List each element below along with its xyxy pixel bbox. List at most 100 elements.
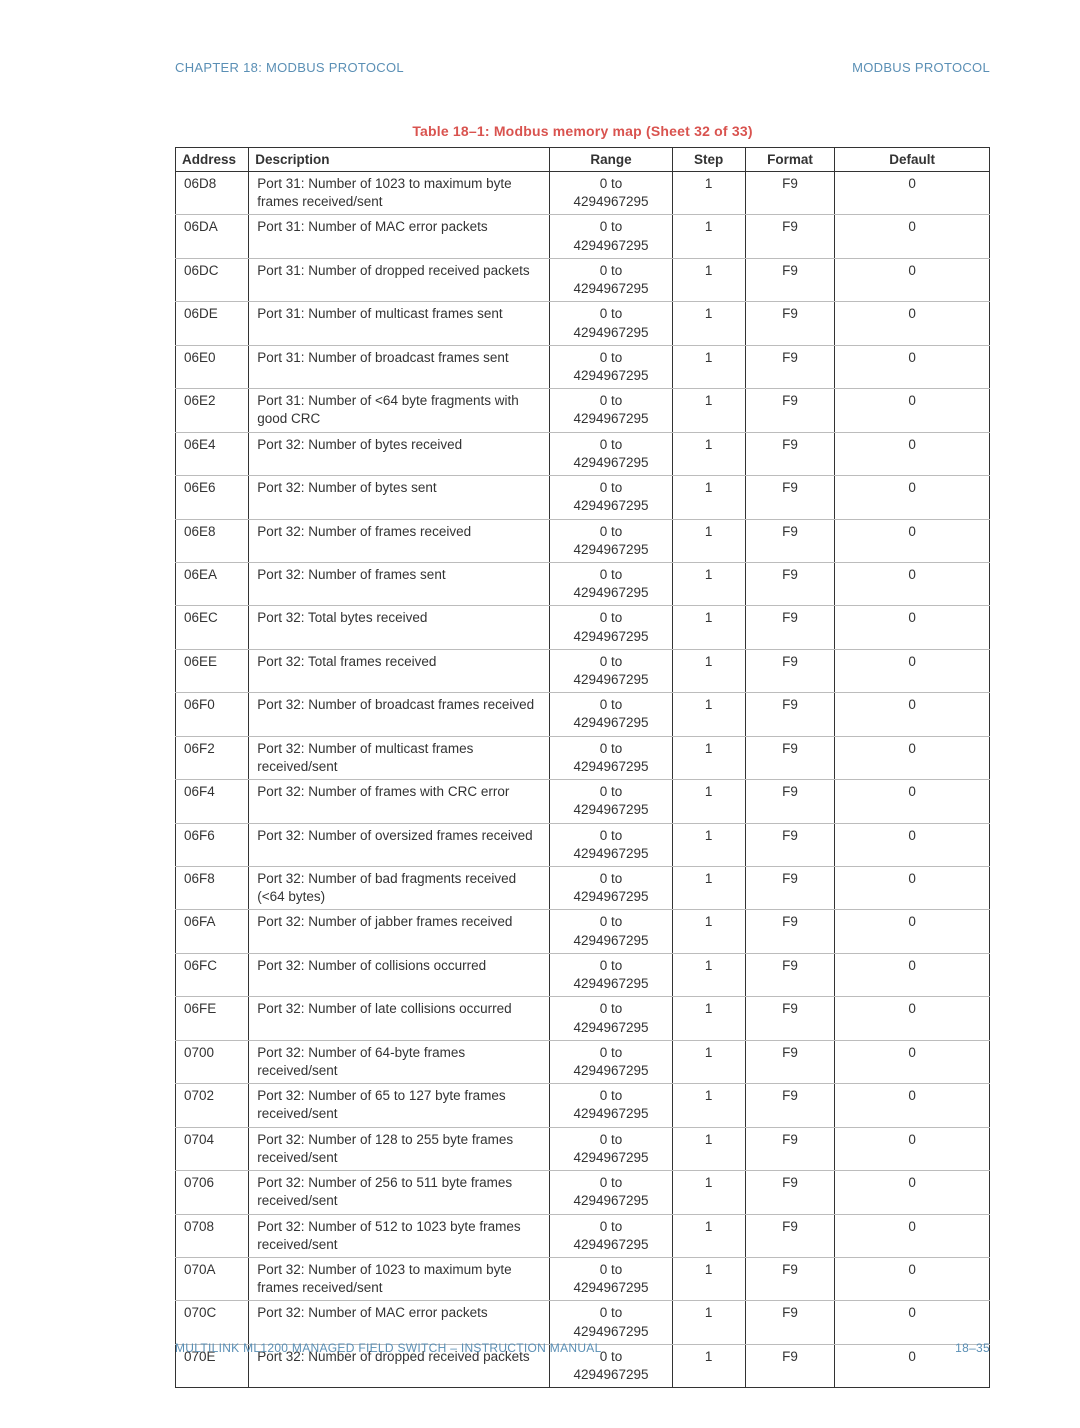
- cell-default: 0: [835, 780, 990, 823]
- cell-step: 1: [672, 432, 745, 475]
- cell-range: 0 to 4294967295: [550, 693, 672, 736]
- cell-step: 1: [672, 997, 745, 1040]
- cell-description: Port 32: Number of frames sent: [249, 562, 550, 605]
- table-row: 06F4Port 32: Number of frames with CRC e…: [176, 780, 990, 823]
- cell-format: F9: [745, 389, 835, 432]
- cell-address: 06E8: [176, 519, 249, 562]
- cell-format: F9: [745, 345, 835, 388]
- table-row: 06DAPort 31: Number of MAC error packets…: [176, 215, 990, 258]
- cell-default: 0: [835, 606, 990, 649]
- cell-default: 0: [835, 1127, 990, 1170]
- cell-range: 0 to 4294967295: [550, 389, 672, 432]
- cell-format: F9: [745, 1257, 835, 1300]
- cell-step: 1: [672, 823, 745, 866]
- cell-range: 0 to 4294967295: [550, 172, 672, 215]
- cell-description: Port 32: Number of 65 to 127 byte frames…: [249, 1084, 550, 1127]
- cell-default: 0: [835, 476, 990, 519]
- table-row: 070CPort 32: Number of MAC error packets…: [176, 1301, 990, 1344]
- cell-description: Port 32: Number of late collisions occur…: [249, 997, 550, 1040]
- cell-description: Port 32: Total frames received: [249, 649, 550, 692]
- cell-default: 0: [835, 1301, 990, 1344]
- cell-address: 06F4: [176, 780, 249, 823]
- cell-description: Port 32: Number of frames with CRC error: [249, 780, 550, 823]
- cell-address: 06E6: [176, 476, 249, 519]
- cell-default: 0: [835, 519, 990, 562]
- cell-description: Port 32: Number of 512 to 1023 byte fram…: [249, 1214, 550, 1257]
- cell-address: 0700: [176, 1040, 249, 1083]
- cell-range: 0 to 4294967295: [550, 1040, 672, 1083]
- cell-step: 1: [672, 1171, 745, 1214]
- cell-step: 1: [672, 258, 745, 301]
- cell-default: 0: [835, 562, 990, 605]
- cell-step: 1: [672, 519, 745, 562]
- col-header-step: Step: [672, 148, 745, 172]
- cell-format: F9: [745, 1171, 835, 1214]
- table-row: 06F6Port 32: Number of oversized frames …: [176, 823, 990, 866]
- cell-address: 06F2: [176, 736, 249, 779]
- cell-address: 0708: [176, 1214, 249, 1257]
- table-row: 06EEPort 32: Total frames received0 to 4…: [176, 649, 990, 692]
- table-row: 06ECPort 32: Total bytes received0 to 42…: [176, 606, 990, 649]
- cell-step: 1: [672, 1301, 745, 1344]
- cell-default: 0: [835, 1040, 990, 1083]
- cell-format: F9: [745, 476, 835, 519]
- cell-range: 0 to 4294967295: [550, 302, 672, 345]
- cell-description: Port 32: Number of bad fragments receive…: [249, 867, 550, 910]
- cell-format: F9: [745, 606, 835, 649]
- table-header-row: Address Description Range Step Format De…: [176, 148, 990, 172]
- cell-format: F9: [745, 172, 835, 215]
- cell-step: 1: [672, 1040, 745, 1083]
- table-row: 06DCPort 31: Number of dropped received …: [176, 258, 990, 301]
- cell-step: 1: [672, 867, 745, 910]
- cell-range: 0 to 4294967295: [550, 997, 672, 1040]
- cell-range: 0 to 4294967295: [550, 910, 672, 953]
- cell-description: Port 31: Number of broadcast frames sent: [249, 345, 550, 388]
- cell-step: 1: [672, 1214, 745, 1257]
- cell-address: 06D8: [176, 172, 249, 215]
- cell-description: Port 32: Number of multicast frames rece…: [249, 736, 550, 779]
- page-footer: MULTILINK ML1200 MANAGED FIELD SWITCH – …: [175, 1341, 990, 1355]
- cell-default: 0: [835, 997, 990, 1040]
- cell-step: 1: [672, 910, 745, 953]
- cell-description: Port 31: Number of <64 byte fragments wi…: [249, 389, 550, 432]
- cell-format: F9: [745, 1127, 835, 1170]
- cell-format: F9: [745, 953, 835, 996]
- cell-address: 06EA: [176, 562, 249, 605]
- cell-format: F9: [745, 1214, 835, 1257]
- cell-format: F9: [745, 215, 835, 258]
- cell-range: 0 to 4294967295: [550, 1257, 672, 1300]
- cell-range: 0 to 4294967295: [550, 780, 672, 823]
- cell-step: 1: [672, 606, 745, 649]
- cell-description: Port 31: Number of 1023 to maximum byte …: [249, 172, 550, 215]
- page-header: CHAPTER 18: MODBUS PROTOCOL MODBUS PROTO…: [175, 60, 990, 75]
- cell-description: Port 32: Number of 1023 to maximum byte …: [249, 1257, 550, 1300]
- cell-range: 0 to 4294967295: [550, 476, 672, 519]
- cell-default: 0: [835, 1214, 990, 1257]
- cell-description: Port 32: Number of broadcast frames rece…: [249, 693, 550, 736]
- table-caption: Table 18–1: Modbus memory map (Sheet 32 …: [175, 123, 990, 139]
- cell-step: 1: [672, 1257, 745, 1300]
- cell-range: 0 to 4294967295: [550, 823, 672, 866]
- table-row: 06D8Port 31: Number of 1023 to maximum b…: [176, 172, 990, 215]
- cell-range: 0 to 4294967295: [550, 1171, 672, 1214]
- cell-default: 0: [835, 345, 990, 388]
- cell-description: Port 32: Number of 128 to 255 byte frame…: [249, 1127, 550, 1170]
- cell-default: 0: [835, 649, 990, 692]
- cell-step: 1: [672, 476, 745, 519]
- cell-format: F9: [745, 1084, 835, 1127]
- cell-step: 1: [672, 345, 745, 388]
- cell-step: 1: [672, 736, 745, 779]
- cell-address: 06DE: [176, 302, 249, 345]
- footer-left: MULTILINK ML1200 MANAGED FIELD SWITCH – …: [175, 1341, 602, 1355]
- col-header-address: Address: [176, 148, 249, 172]
- cell-default: 0: [835, 693, 990, 736]
- table-row: 06FAPort 32: Number of jabber frames rec…: [176, 910, 990, 953]
- cell-step: 1: [672, 562, 745, 605]
- cell-range: 0 to 4294967295: [550, 1214, 672, 1257]
- cell-format: F9: [745, 823, 835, 866]
- cell-default: 0: [835, 867, 990, 910]
- cell-range: 0 to 4294967295: [550, 606, 672, 649]
- cell-format: F9: [745, 867, 835, 910]
- cell-address: 06FE: [176, 997, 249, 1040]
- cell-address: 0702: [176, 1084, 249, 1127]
